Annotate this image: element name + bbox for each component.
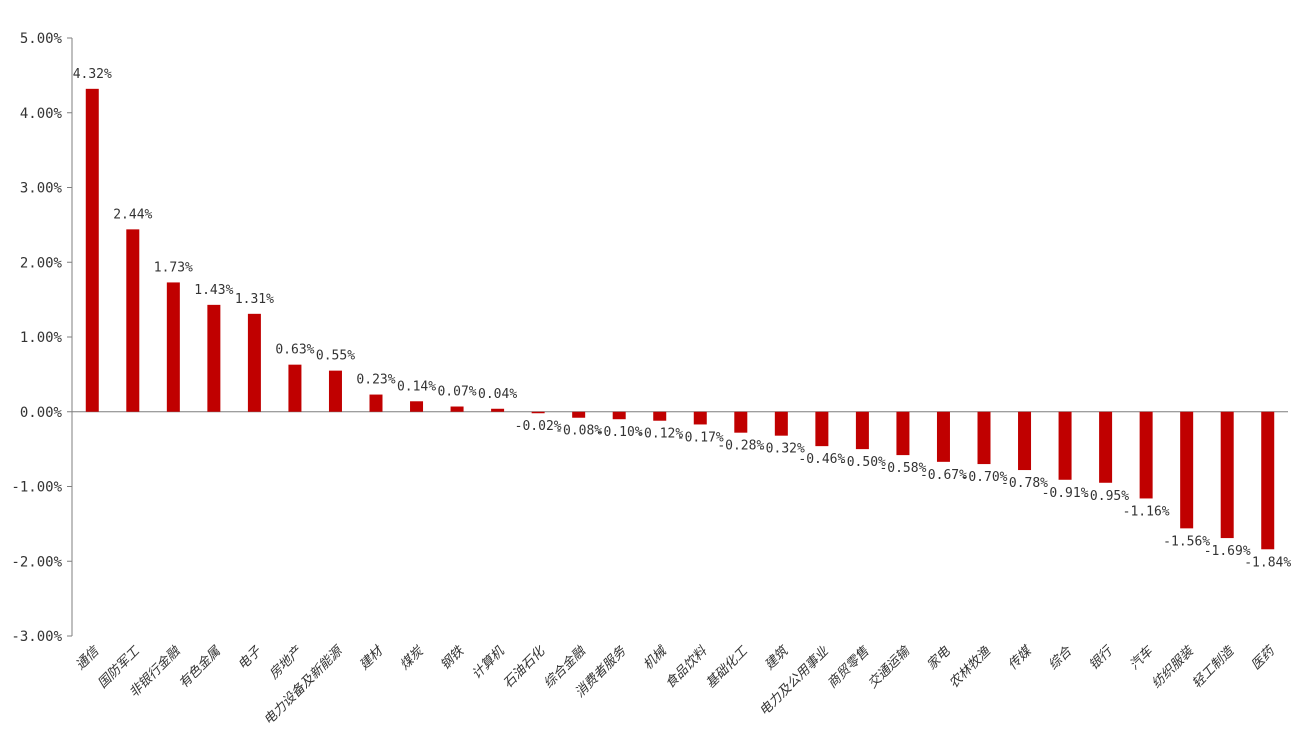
bar: [572, 411, 586, 418]
bar: [896, 411, 910, 456]
data-label: -0.02%: [515, 419, 562, 434]
x-tick-label: 汽车: [1127, 643, 1157, 673]
bar: [693, 411, 707, 425]
data-label: 4.32%: [73, 67, 112, 82]
bar: [410, 401, 424, 412]
bar: [450, 406, 464, 412]
data-label: 0.63%: [275, 343, 314, 358]
x-tick-label: 轻工制造: [1190, 643, 1239, 692]
y-tick-label: 0.00%: [20, 405, 63, 421]
bar: [369, 394, 383, 412]
x-tick-label: 食品饮料: [662, 643, 711, 692]
bar: [855, 411, 869, 450]
bar: [288, 364, 302, 412]
bar: [531, 411, 545, 414]
data-label: -0.91%: [1042, 486, 1089, 501]
x-tick-label: 通信: [73, 643, 103, 673]
data-label: -0.17%: [677, 430, 724, 445]
x-tick-label: 计算机: [469, 644, 508, 683]
data-label: -1.56%: [1163, 534, 1210, 549]
x-tick-label: 银行: [1086, 643, 1116, 673]
bar: [85, 88, 99, 412]
x-tick-label: 农林牧渔: [946, 644, 994, 692]
bar: [774, 411, 788, 436]
y-tick-label: -1.00%: [11, 480, 62, 496]
bar: [1139, 411, 1153, 499]
data-label: 2.44%: [113, 207, 152, 222]
data-label: -0.08%: [555, 424, 602, 439]
x-tick-label: 有色金属: [176, 642, 225, 691]
data-labels: 4.32% 2.44% 1.73%1.43%1.31% 0.63% 0.55%0.23%…: [73, 67, 1292, 570]
bar: [1058, 411, 1072, 480]
data-label: 0.07%: [437, 385, 476, 400]
bar: [815, 411, 829, 447]
y-tick-label: 3.00%: [20, 181, 63, 197]
data-label: 0.04%: [478, 387, 517, 402]
x-tick-label: 商贸零售: [825, 644, 873, 692]
data-label: -0.95%: [1082, 489, 1129, 504]
bar: [247, 313, 261, 412]
x-tick-label: 交通运输: [865, 642, 914, 691]
x-tick-label: 石油石化: [501, 643, 550, 692]
y-axis: 5.00% 4.00% 3.00% 2.00% 1.00% 0.00% -1.00% -2.0…: [11, 31, 1288, 645]
x-tick-label: 机械: [641, 643, 671, 673]
data-label: -0.46%: [798, 452, 845, 467]
x-tick-label: 综合: [1046, 643, 1076, 673]
x-tick-label: 电子: [235, 644, 265, 674]
y-tick-label: 5.00%: [20, 31, 63, 47]
bar: [1018, 411, 1032, 471]
data-label: 1.73%: [154, 260, 193, 275]
data-label: -0.28%: [717, 439, 764, 454]
bars: [85, 88, 1275, 550]
x-tick-label: 电力及公用事业: [757, 644, 833, 720]
x-tick-label: 传媒: [1005, 643, 1035, 673]
data-label: -0.70%: [961, 470, 1008, 485]
data-label: -1.84%: [1244, 555, 1291, 570]
x-tick-label: 房地产: [267, 643, 307, 683]
bar: [207, 304, 221, 412]
bar: [1099, 411, 1113, 483]
x-tick-label: 钢铁: [438, 643, 468, 673]
y-tick-label: 2.00%: [20, 255, 63, 271]
bar: [328, 370, 342, 412]
bar: [612, 411, 626, 420]
data-label: 1.43%: [194, 283, 233, 298]
data-label: -0.10%: [596, 425, 643, 440]
data-label: -0.32%: [758, 442, 805, 457]
data-label: -1.16%: [1123, 504, 1170, 519]
bar: [1220, 411, 1234, 539]
data-label: -0.12%: [636, 427, 683, 442]
bar: [653, 411, 667, 421]
data-label: -0.67%: [920, 468, 967, 483]
bar: [1261, 411, 1275, 550]
bar: [936, 411, 950, 462]
x-tick-label: 煤炭: [397, 644, 427, 674]
data-label: -0.78%: [1001, 476, 1048, 491]
y-tick-label: -2.00%: [11, 554, 62, 570]
bar: [734, 411, 748, 433]
data-label: -1.69%: [1204, 544, 1251, 559]
bar: [491, 408, 505, 412]
y-tick-label: 1.00%: [20, 330, 63, 346]
x-tick-label: 基础化工: [703, 643, 752, 692]
data-label: 0.55%: [316, 349, 355, 364]
x-tick-label: 家电: [924, 643, 954, 673]
x-tick-label: 纺织服装: [1149, 643, 1198, 692]
y-tick-label: 4.00%: [20, 106, 63, 122]
x-tick-label: 医药: [1249, 643, 1279, 673]
data-label: 1.31%: [235, 292, 274, 307]
data-label: -0.50%: [839, 455, 886, 470]
bar: [166, 282, 180, 412]
x-tick-label: 建筑: [762, 643, 792, 673]
data-label: 0.23%: [356, 373, 395, 388]
x-tick-label: 建材: [357, 643, 387, 673]
data-label: -0.58%: [879, 461, 926, 476]
y-tick-label: -3.00%: [11, 629, 62, 645]
data-label: 0.14%: [397, 379, 436, 394]
bar: [126, 229, 140, 412]
bar: [1180, 411, 1194, 529]
bar: [977, 411, 991, 465]
